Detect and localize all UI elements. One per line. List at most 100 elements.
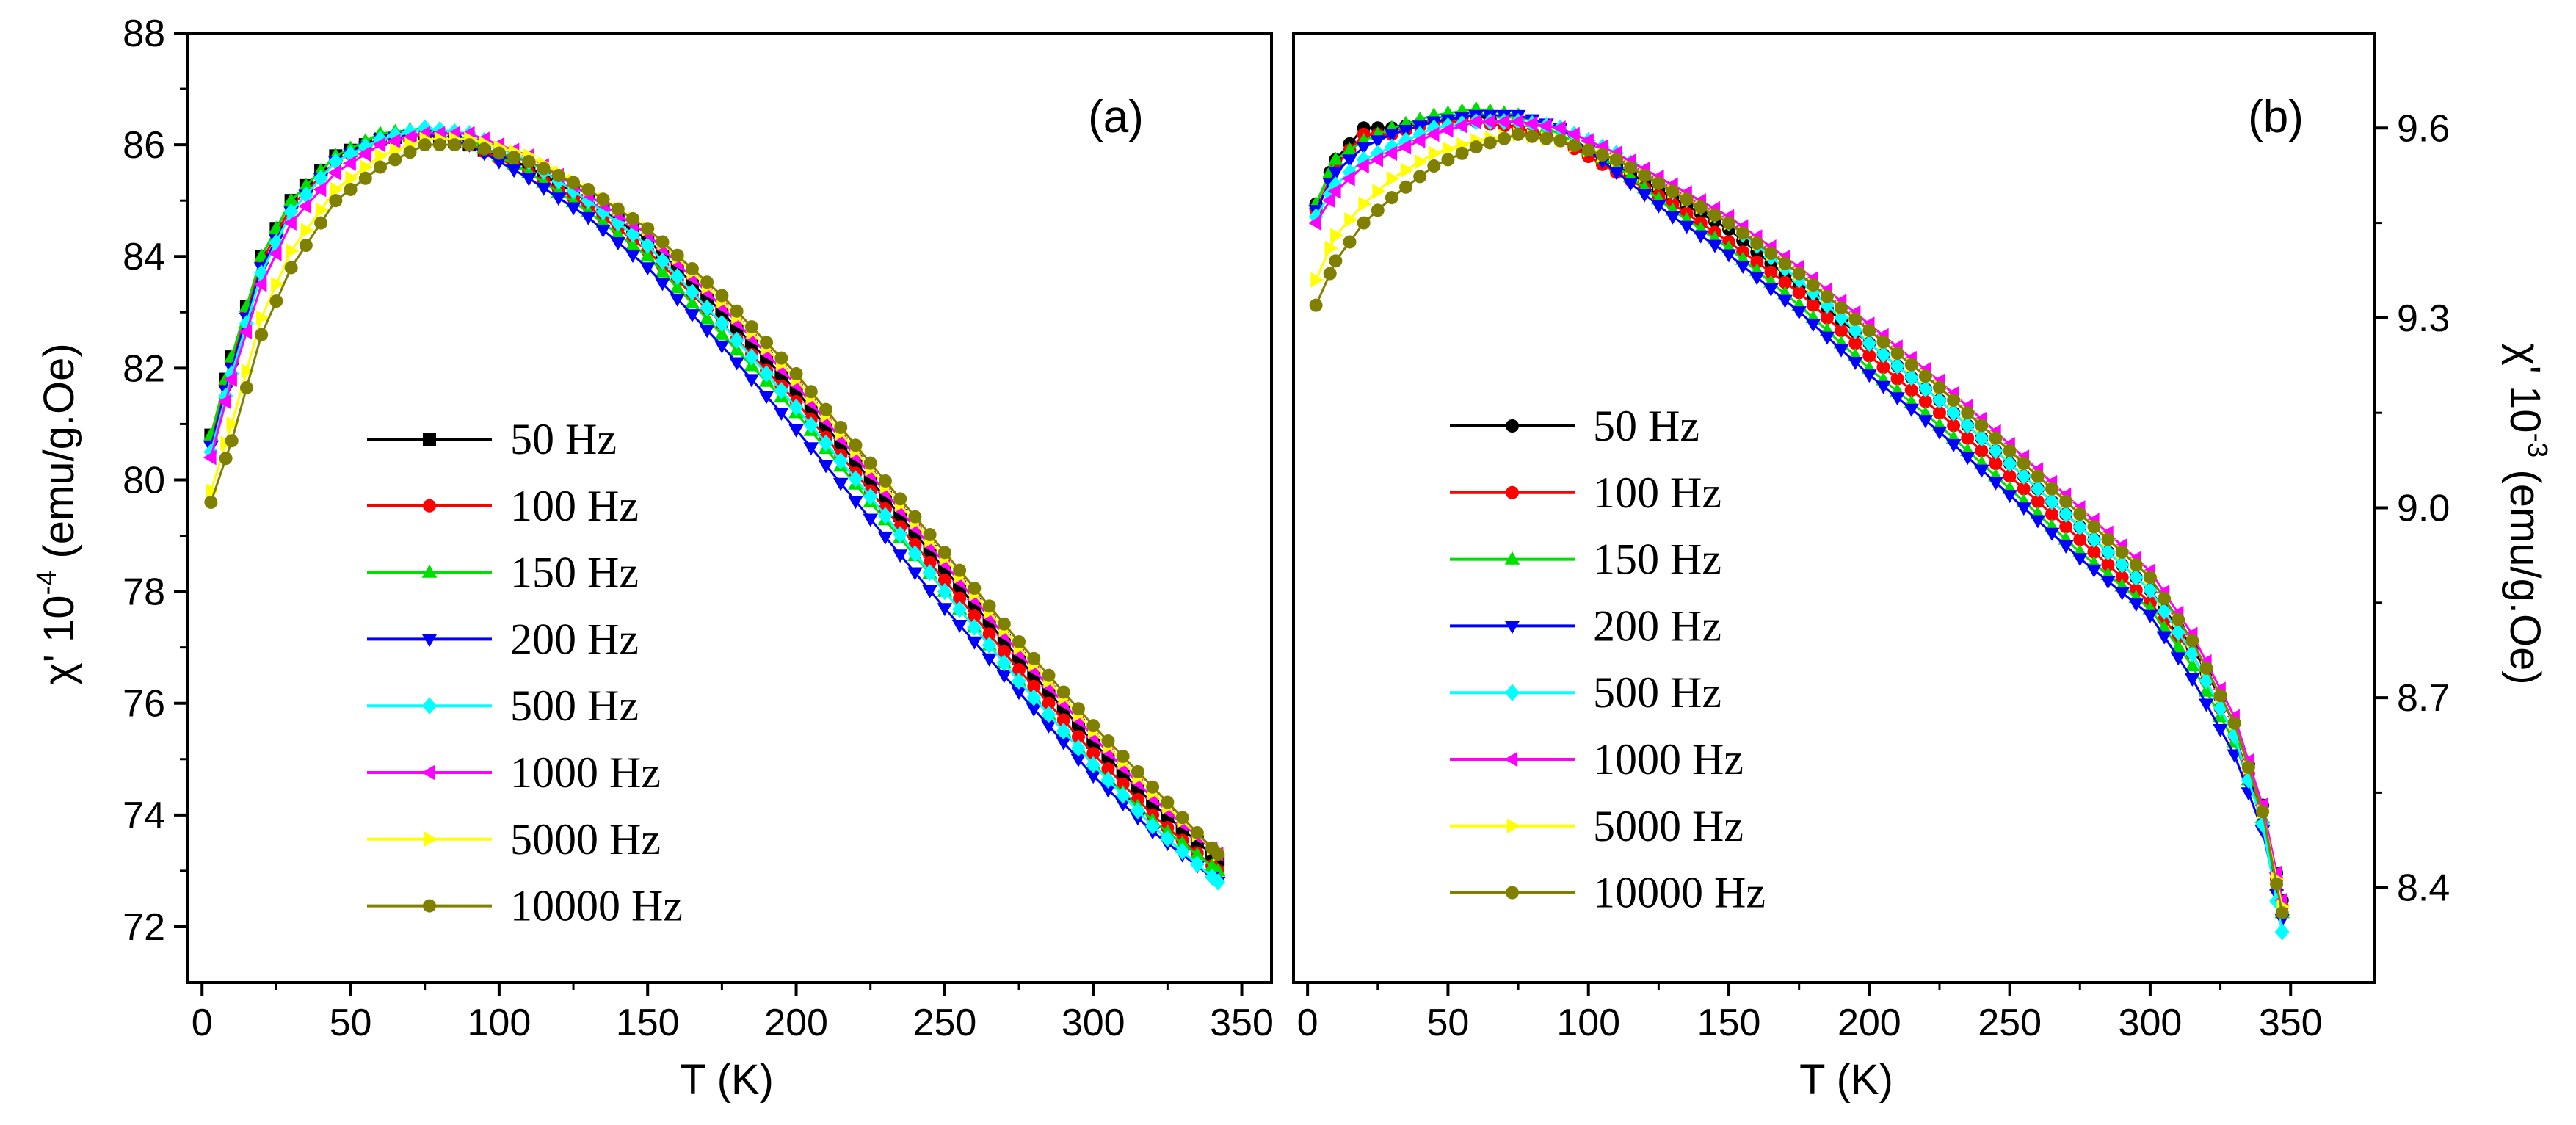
data-point bbox=[1721, 249, 1737, 263]
data-point bbox=[1931, 426, 1948, 440]
data-point bbox=[1947, 419, 1961, 433]
data-point bbox=[1011, 687, 1027, 701]
data-point bbox=[299, 186, 313, 204]
data-point bbox=[639, 262, 656, 276]
data-point bbox=[1946, 404, 1961, 422]
data-point bbox=[1764, 265, 1778, 279]
x-tick-label-b: 150 bbox=[1697, 1002, 1761, 1044]
data-point bbox=[1932, 391, 1947, 409]
data-point bbox=[863, 456, 877, 470]
data-point bbox=[372, 137, 386, 153]
data-point bbox=[1086, 747, 1100, 761]
legend-item: 5000 Hz bbox=[367, 815, 661, 864]
data-point bbox=[1975, 419, 1989, 433]
data-point bbox=[1945, 439, 1962, 453]
data-point bbox=[1056, 737, 1072, 750]
data-point bbox=[1440, 122, 1454, 138]
data-point bbox=[1307, 215, 1321, 231]
data-point bbox=[2002, 455, 2017, 472]
data-point bbox=[610, 237, 626, 250]
data-point bbox=[699, 311, 715, 325]
data-point bbox=[2017, 482, 2031, 496]
data-point bbox=[640, 236, 656, 254]
data-point bbox=[684, 295, 700, 309]
data-point bbox=[1056, 723, 1071, 740]
data-point bbox=[2199, 683, 2214, 697]
data-point bbox=[358, 171, 372, 185]
data-point bbox=[1959, 452, 1975, 466]
legend-label: 200 Hz bbox=[1593, 601, 1721, 650]
legend-item: 10000 Hz bbox=[1450, 869, 1766, 917]
data-point bbox=[492, 146, 506, 160]
data-point bbox=[1042, 668, 1056, 682]
data-point bbox=[2100, 543, 2116, 561]
data-point bbox=[699, 325, 715, 339]
data-point bbox=[2086, 530, 2102, 549]
data-point bbox=[327, 164, 341, 181]
data-point bbox=[1071, 730, 1085, 744]
data-point bbox=[1189, 855, 1205, 873]
data-point bbox=[1707, 239, 1723, 253]
data-point bbox=[611, 202, 625, 216]
data-point bbox=[1666, 184, 1680, 198]
data-point bbox=[819, 434, 833, 452]
data-point bbox=[1398, 139, 1412, 155]
data-point bbox=[907, 545, 923, 562]
data-point bbox=[982, 636, 997, 654]
y-tick-label-a: 86 bbox=[123, 124, 165, 167]
data-point bbox=[1161, 795, 1175, 809]
data-point bbox=[1989, 431, 2003, 445]
data-point bbox=[374, 148, 388, 164]
x-tick-label-a: 50 bbox=[330, 1002, 372, 1044]
data-point bbox=[1012, 672, 1026, 690]
data-point bbox=[271, 276, 285, 292]
data-point bbox=[1862, 349, 1876, 363]
data-point bbox=[937, 582, 952, 601]
data-point bbox=[283, 192, 299, 206]
data-point bbox=[1961, 431, 1975, 445]
x-axis-title-a: T (K) bbox=[680, 1056, 774, 1104]
data-point bbox=[1026, 689, 1042, 706]
data-point bbox=[1989, 457, 2003, 471]
y-tick-label-a: 78 bbox=[123, 571, 165, 614]
data-point bbox=[1356, 151, 1371, 169]
data-point bbox=[283, 203, 299, 221]
data-point bbox=[2087, 545, 2101, 559]
data-point bbox=[863, 513, 879, 527]
data-point bbox=[491, 156, 507, 170]
data-point bbox=[1679, 220, 1694, 234]
data-point bbox=[1310, 272, 1324, 288]
data-point bbox=[1525, 129, 1539, 143]
data-point bbox=[1904, 369, 1919, 386]
y-axis-title-b: χ' 10-3 (emu/g.Oe) bbox=[2501, 343, 2553, 684]
legend-item: 150 Hz bbox=[1450, 535, 1721, 584]
legend-marker bbox=[1506, 818, 1520, 834]
data-point bbox=[1961, 406, 1975, 420]
data-point bbox=[1443, 141, 1456, 157]
data-point bbox=[315, 202, 329, 218]
y-tick-label-a: 88 bbox=[123, 12, 165, 55]
x-tick-label-a: 300 bbox=[1062, 1002, 1125, 1044]
data-point bbox=[833, 452, 849, 470]
y-tick-label-b: 8.4 bbox=[2397, 867, 2450, 910]
data-point bbox=[1904, 403, 1920, 417]
data-point bbox=[521, 173, 537, 187]
data-point bbox=[2275, 906, 2289, 920]
data-point bbox=[2101, 558, 2115, 572]
data-point bbox=[1455, 146, 1469, 160]
data-point bbox=[2058, 540, 2074, 554]
data-point bbox=[1636, 189, 1652, 203]
y-tick-label-a: 80 bbox=[123, 459, 165, 502]
data-point bbox=[996, 654, 1012, 672]
data-point bbox=[283, 215, 297, 231]
data-point bbox=[1749, 272, 1765, 286]
data-point bbox=[641, 222, 655, 236]
data-point bbox=[581, 182, 595, 196]
data-point bbox=[951, 620, 968, 633]
data-point bbox=[655, 252, 670, 270]
data-point bbox=[997, 645, 1011, 659]
data-point bbox=[1876, 380, 1891, 394]
data-point bbox=[744, 348, 759, 366]
data-point bbox=[1371, 203, 1385, 217]
data-point bbox=[1355, 158, 1369, 174]
